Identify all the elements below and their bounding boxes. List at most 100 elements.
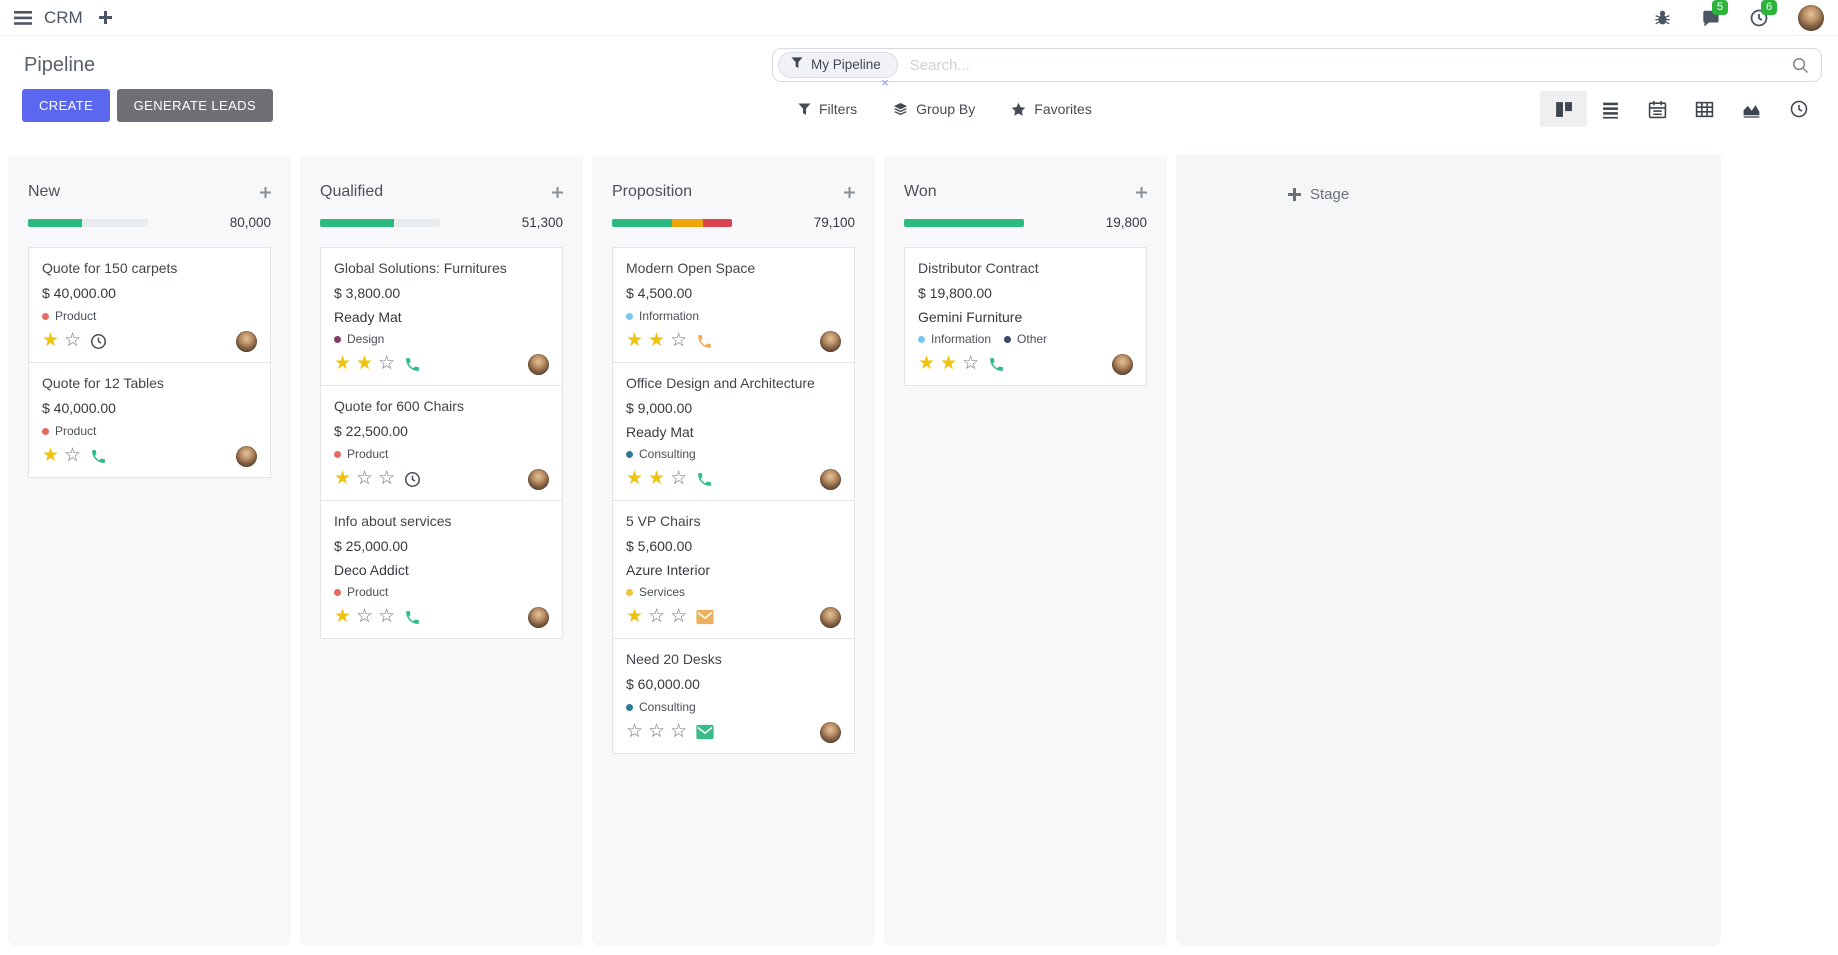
priority-star-icon[interactable]: ☆ xyxy=(670,468,688,489)
search-facet-my-pipeline[interactable]: My Pipeline × xyxy=(778,52,898,90)
column-title[interactable]: Qualified xyxy=(320,183,384,200)
card-assignee-avatar[interactable] xyxy=(820,330,841,352)
column-quick-add-icon[interactable] xyxy=(552,186,563,198)
view-list-button[interactable] xyxy=(1587,91,1634,127)
priority-star-icon[interactable]: ★ xyxy=(918,353,936,374)
priority-star-icon[interactable]: ☆ xyxy=(378,353,396,374)
card-assignee-avatar[interactable] xyxy=(820,468,841,490)
card-activity-phone-icon[interactable] xyxy=(404,609,421,626)
card-activity-phone-icon[interactable] xyxy=(404,356,421,373)
column-progress-bar[interactable] xyxy=(904,218,1024,227)
card-assignee-avatar[interactable] xyxy=(236,330,257,352)
kanban-card[interactable]: Modern Open Space $ 4,500.00 Information… xyxy=(612,247,855,363)
column-quick-add-icon[interactable] xyxy=(1136,186,1147,198)
card-priority-stars[interactable]: ★ ☆ xyxy=(42,446,86,466)
card-activity-phone-icon[interactable] xyxy=(696,471,713,488)
priority-star-icon[interactable]: ★ xyxy=(648,468,666,489)
card-assignee-avatar[interactable] xyxy=(528,353,549,375)
view-kanban-button[interactable] xyxy=(1540,91,1587,127)
card-activity-clock-icon[interactable] xyxy=(404,471,421,488)
card-activity-phone-icon[interactable] xyxy=(90,448,107,465)
card-assignee-avatar[interactable] xyxy=(820,606,841,628)
priority-star-icon[interactable]: ☆ xyxy=(962,353,980,374)
kanban-card[interactable]: Global Solutions: Furnitures $ 3,800.00 … xyxy=(320,247,563,386)
generate-leads-button[interactable]: GENERATE LEADS xyxy=(116,89,274,122)
column-progress-bar[interactable] xyxy=(28,218,148,227)
priority-star-icon[interactable]: ☆ xyxy=(626,721,644,742)
priority-star-icon[interactable]: ★ xyxy=(334,606,352,627)
kanban-card[interactable]: Quote for 600 Chairs $ 22,500.00 Product… xyxy=(320,385,563,501)
progress-segment-success[interactable] xyxy=(320,218,395,227)
priority-star-icon[interactable]: ☆ xyxy=(670,721,688,742)
card-assignee-avatar[interactable] xyxy=(528,468,549,490)
view-activity-button[interactable] xyxy=(1775,91,1822,127)
card-priority-stars[interactable]: ★ ★ ☆ xyxy=(626,331,692,351)
messages-icon[interactable]: 5 xyxy=(1701,0,1729,27)
priority-star-icon[interactable]: ★ xyxy=(42,445,60,466)
search-input[interactable] xyxy=(907,55,1792,75)
column-progress-bar[interactable] xyxy=(612,218,732,227)
view-pivot-button[interactable] xyxy=(1681,91,1728,127)
progress-segment-track[interactable] xyxy=(394,218,440,227)
priority-star-icon[interactable]: ★ xyxy=(42,330,60,351)
priority-star-icon[interactable]: ☆ xyxy=(378,468,396,489)
priority-star-icon[interactable]: ☆ xyxy=(378,606,396,627)
card-activity-clock-icon[interactable] xyxy=(90,333,107,350)
card-priority-stars[interactable]: ★ ☆ ☆ xyxy=(334,607,400,627)
progress-segment-warning[interactable] xyxy=(672,218,704,227)
priority-star-icon[interactable]: ☆ xyxy=(670,606,688,627)
card-activity-envelope-icon[interactable] xyxy=(696,724,714,740)
card-activity-phone-icon[interactable] xyxy=(988,356,1005,373)
search-box[interactable]: My Pipeline × xyxy=(772,48,1822,90)
group-by-button[interactable]: Group By xyxy=(893,101,975,117)
priority-star-icon[interactable]: ★ xyxy=(334,353,352,374)
card-activity-phone-icon[interactable] xyxy=(696,333,713,350)
card-priority-stars[interactable]: ★ ☆ ☆ xyxy=(626,607,692,627)
view-calendar-button[interactable] xyxy=(1634,91,1681,127)
kanban-card[interactable]: Info about services $ 25,000.00 Deco Add… xyxy=(320,500,563,639)
column-title[interactable]: Won xyxy=(904,183,937,200)
card-assignee-avatar[interactable] xyxy=(1112,353,1133,375)
add-menu-icon[interactable] xyxy=(98,11,112,24)
kanban-card[interactable]: Quote for 12 Tables $ 40,000.00 Product … xyxy=(28,362,271,478)
card-assignee-avatar[interactable] xyxy=(820,721,841,743)
facet-remove-icon[interactable]: × xyxy=(881,75,889,90)
debug-bug-icon[interactable] xyxy=(1654,9,1671,26)
kanban-card[interactable]: Need 20 Desks $ 60,000.00 Consulting ☆ ☆ ☆ xyxy=(612,638,855,754)
priority-star-icon[interactable]: ☆ xyxy=(64,445,82,466)
card-priority-stars[interactable]: ★ ★ ☆ xyxy=(626,469,692,489)
card-priority-stars[interactable]: ★ ★ ☆ xyxy=(334,354,400,374)
priority-star-icon[interactable]: ★ xyxy=(648,330,666,351)
view-graph-button[interactable] xyxy=(1728,91,1775,127)
card-priority-stars[interactable]: ★ ☆ ☆ xyxy=(334,469,400,489)
priority-star-icon[interactable]: ☆ xyxy=(670,330,688,351)
priority-star-icon[interactable]: ☆ xyxy=(356,606,374,627)
priority-star-icon[interactable]: ☆ xyxy=(64,330,82,351)
progress-segment-success[interactable] xyxy=(904,218,1024,227)
user-avatar[interactable] xyxy=(1798,4,1824,31)
priority-star-icon[interactable]: ★ xyxy=(356,353,374,374)
filters-button[interactable]: Filters xyxy=(798,101,857,117)
priority-star-icon[interactable]: ★ xyxy=(334,468,352,489)
priority-star-icon[interactable]: ☆ xyxy=(356,468,374,489)
card-assignee-avatar[interactable] xyxy=(236,445,257,467)
priority-star-icon[interactable]: ☆ xyxy=(648,721,666,742)
card-assignee-avatar[interactable] xyxy=(528,606,549,628)
column-progress-bar[interactable] xyxy=(320,218,440,227)
kanban-card[interactable]: Distributor Contract $ 19,800.00 Gemini … xyxy=(904,247,1147,386)
progress-segment-track[interactable] xyxy=(82,218,148,227)
favorites-button[interactable]: Favorites xyxy=(1011,101,1092,117)
card-activity-envelope-icon[interactable] xyxy=(696,609,714,625)
search-icon[interactable] xyxy=(1792,57,1809,74)
priority-star-icon[interactable]: ★ xyxy=(626,468,644,489)
progress-segment-danger[interactable] xyxy=(703,218,732,227)
activities-clock-icon[interactable]: 6 xyxy=(1750,0,1778,27)
kanban-card[interactable]: 5 VP Chairs $ 5,600.00 Azure Interior Se… xyxy=(612,500,855,639)
app-name[interactable]: CRM xyxy=(44,7,83,27)
column-quick-add-icon[interactable] xyxy=(260,186,271,198)
column-title[interactable]: New xyxy=(28,183,61,200)
card-priority-stars[interactable]: ★ ☆ xyxy=(42,331,86,351)
column-title[interactable]: Proposition xyxy=(612,183,693,200)
progress-segment-success[interactable] xyxy=(612,218,672,227)
card-priority-stars[interactable]: ★ ★ ☆ xyxy=(918,354,984,374)
